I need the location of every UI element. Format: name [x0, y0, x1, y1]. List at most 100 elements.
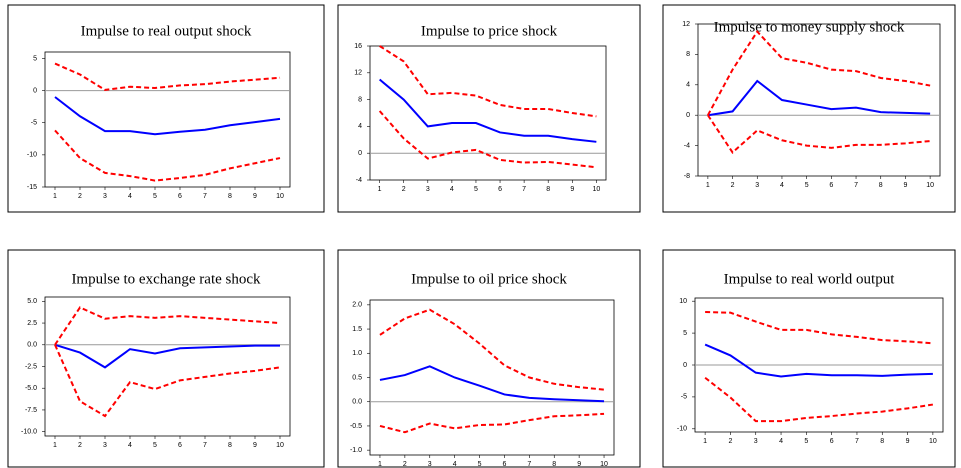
- x-tick-label: 1: [53, 442, 57, 449]
- y-tick-label: 10: [679, 298, 687, 305]
- x-tick-label: 5: [478, 461, 482, 468]
- y-tick-label: 12: [354, 70, 362, 77]
- x-tick-label: 10: [926, 182, 934, 189]
- plot-frame: [44, 296, 291, 437]
- plot-frame: [697, 23, 941, 177]
- series-line: [707, 79, 931, 117]
- x-tick-label: 7: [527, 461, 531, 468]
- x-tick-label: 10: [929, 438, 937, 445]
- x-tick-label: 8: [879, 182, 883, 189]
- x-tick-label: 7: [203, 193, 207, 200]
- x-tick-label: 3: [428, 461, 432, 468]
- panel-frame: [7, 4, 325, 213]
- x-tick-label: 2: [78, 442, 82, 449]
- series-line: [378, 110, 597, 169]
- chart-title: Impulse to money supply shock: [714, 19, 905, 35]
- x-tick-label: 9: [253, 442, 257, 449]
- y-tick-label: -4: [684, 142, 690, 149]
- x-tick-label: 8: [546, 186, 550, 193]
- series-line: [54, 62, 281, 91]
- y-tick-label: 0.0: [27, 342, 37, 349]
- y-tick-label: 2.5: [27, 320, 37, 327]
- plot-frame: [44, 51, 291, 188]
- y-tick-label: -8: [684, 173, 690, 180]
- x-tick-label: 6: [178, 442, 182, 449]
- y-tick-label: 4: [686, 82, 690, 89]
- x-tick-label: 8: [228, 442, 232, 449]
- series-line: [379, 45, 597, 118]
- chart-title: Impulse to exchange rate shock: [71, 271, 261, 287]
- series-line: [704, 343, 933, 378]
- series-line: [54, 129, 281, 182]
- series-line: [707, 114, 931, 154]
- y-tick-label: 0.5: [352, 374, 362, 381]
- x-tick-label: 8: [228, 193, 232, 200]
- y-tick-label: -10: [677, 426, 687, 433]
- y-tick-label: 4: [358, 123, 362, 130]
- x-tick-label: 9: [577, 461, 581, 468]
- x-tick-label: 7: [522, 186, 526, 193]
- panel-frame: [337, 4, 641, 213]
- x-tick-label: 1: [53, 193, 57, 200]
- y-tick-label: -5: [681, 394, 687, 401]
- x-tick-label: 2: [728, 438, 732, 445]
- y-tick-label: -2.5: [25, 363, 37, 370]
- series-line: [54, 306, 281, 346]
- x-tick-label: 1: [703, 438, 707, 445]
- x-tick-label: 10: [276, 442, 284, 449]
- x-tick-label: 9: [903, 182, 907, 189]
- x-tick-label: 6: [830, 438, 834, 445]
- series-line: [706, 29, 931, 116]
- x-tick-label: 2: [402, 186, 406, 193]
- y-tick-label: -4: [356, 177, 362, 184]
- series-line: [379, 412, 605, 434]
- x-tick-label: 1: [706, 182, 710, 189]
- x-tick-label: 9: [570, 186, 574, 193]
- x-tick-label: 6: [178, 193, 182, 200]
- x-tick-label: 2: [78, 193, 82, 200]
- y-tick-label: 0: [683, 362, 687, 369]
- x-tick-label: 10: [276, 193, 284, 200]
- series-line: [54, 343, 280, 369]
- y-tick-label: 2.0: [352, 302, 362, 309]
- series-line: [54, 344, 281, 418]
- x-tick-label: 4: [779, 438, 783, 445]
- x-tick-label: 3: [103, 442, 107, 449]
- y-tick-label: 5: [33, 55, 37, 62]
- x-tick-label: 4: [453, 461, 457, 468]
- x-tick-label: 5: [153, 193, 157, 200]
- x-tick-label: 9: [906, 438, 910, 445]
- series-line: [379, 308, 605, 391]
- x-tick-label: 6: [498, 186, 502, 193]
- y-tick-label: -15: [27, 184, 37, 191]
- x-tick-label: 5: [804, 438, 808, 445]
- series-line: [379, 365, 605, 403]
- x-tick-label: 4: [128, 442, 132, 449]
- y-tick-label: -5: [31, 120, 37, 127]
- chart-title: Impulse to real output shock: [81, 23, 252, 39]
- x-tick-label: 10: [592, 186, 600, 193]
- x-tick-label: 5: [805, 182, 809, 189]
- y-tick-label: 12: [682, 21, 690, 28]
- series-line: [705, 311, 933, 345]
- panel-frame: [662, 249, 956, 468]
- y-tick-label: 1.5: [352, 326, 362, 333]
- y-tick-label: 16: [354, 43, 362, 50]
- y-tick-label: 0: [33, 87, 37, 94]
- panel-frame: [662, 4, 956, 213]
- plot-frame: [369, 45, 607, 181]
- x-tick-label: 6: [829, 182, 833, 189]
- x-tick-label: 7: [855, 438, 859, 445]
- y-tick-label: -5.0: [25, 385, 37, 392]
- panel-frame: [337, 249, 641, 468]
- y-tick-label: -10: [27, 152, 37, 159]
- x-tick-label: 1: [378, 186, 382, 193]
- chart-title: Impulse to price shock: [421, 23, 558, 39]
- x-tick-label: 3: [755, 182, 759, 189]
- series-line: [704, 376, 934, 423]
- y-tick-label: 0: [358, 150, 362, 157]
- x-tick-label: 10: [600, 461, 608, 468]
- x-tick-label: 7: [203, 442, 207, 449]
- x-tick-label: 2: [403, 461, 407, 468]
